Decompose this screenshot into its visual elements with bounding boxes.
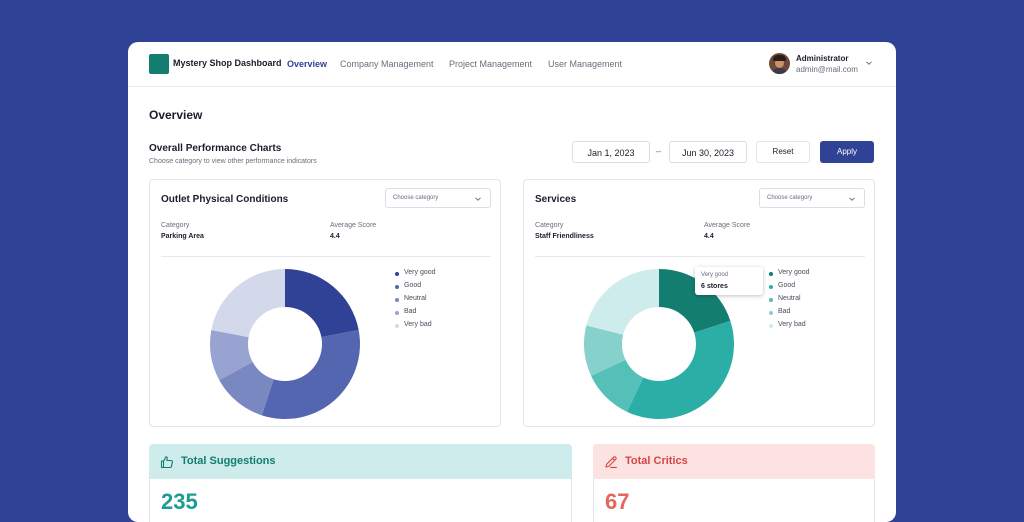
total-suggestions-header: Total Suggestions bbox=[149, 444, 572, 479]
legend-label: Very bad bbox=[778, 321, 806, 328]
donut-slice-good[interactable] bbox=[261, 329, 360, 419]
average-score-value: 4.4 bbox=[704, 233, 714, 240]
legend-swatch bbox=[395, 285, 399, 289]
top-navigation-bar: Mystery Shop Dashboard Overview Company … bbox=[128, 42, 896, 87]
nav-project-management[interactable]: Project Management bbox=[449, 59, 533, 69]
chevron-down-icon[interactable] bbox=[865, 59, 873, 67]
legend-swatch bbox=[769, 298, 773, 302]
user-name: Administrator bbox=[796, 54, 849, 63]
category-select[interactable]: Choose category bbox=[759, 188, 865, 208]
average-score-label: Average Score bbox=[704, 222, 751, 229]
reset-button[interactable]: Reset bbox=[756, 141, 810, 163]
legend-label: Very bad bbox=[404, 321, 432, 328]
stat-title: Total Critics bbox=[625, 455, 688, 467]
category-label: Category bbox=[161, 222, 190, 229]
chart-tooltip: Very good 6 stores bbox=[695, 267, 763, 295]
total-suggestions-body: 235 bbox=[149, 479, 572, 522]
donut-slice-bad[interactable] bbox=[584, 325, 626, 376]
stat-value: 235 bbox=[161, 489, 198, 514]
total-critics-body: 67 bbox=[593, 479, 875, 522]
chevron-down-icon bbox=[849, 197, 855, 201]
stat-title: Total Suggestions bbox=[181, 455, 276, 467]
user-avatar[interactable] bbox=[769, 53, 790, 74]
donut-chart[interactable] bbox=[584, 269, 734, 419]
legend-swatch bbox=[769, 285, 773, 289]
user-email: admin@mail.com bbox=[796, 65, 858, 74]
donut-slice-neutral[interactable] bbox=[219, 361, 274, 416]
start-date-input[interactable]: Jan 1, 2023 bbox=[572, 141, 650, 163]
section-subtitle: Choose category to view other performanc… bbox=[149, 158, 317, 165]
category-label: Category bbox=[535, 222, 564, 229]
chevron-down-icon bbox=[475, 197, 481, 201]
legend-label: Good bbox=[404, 282, 422, 289]
legend-swatch bbox=[769, 324, 773, 328]
legend-label: Bad bbox=[404, 308, 417, 315]
legend-label: Bad bbox=[778, 308, 791, 315]
nav-overview[interactable]: Overview bbox=[287, 59, 328, 69]
donut-slice-bad[interactable] bbox=[210, 329, 253, 381]
nav-company-management[interactable]: Company Management bbox=[340, 59, 434, 69]
thumbs-up-icon bbox=[160, 456, 173, 469]
donut-slice-good[interactable] bbox=[627, 320, 734, 419]
services-card: Services Choose category Category Staff … bbox=[523, 179, 875, 427]
end-date-input[interactable]: Jun 30, 2023 bbox=[669, 141, 747, 163]
nav-user-management[interactable]: User Management bbox=[548, 59, 623, 69]
date-range-separator: – bbox=[656, 146, 662, 156]
total-critics-header: Total Critics bbox=[593, 444, 875, 479]
category-value: Staff Friendliness bbox=[535, 233, 594, 240]
stat-value: 67 bbox=[605, 489, 630, 514]
average-score-label: Average Score bbox=[330, 222, 377, 229]
legend-swatch bbox=[395, 272, 399, 276]
category-value: Parking Area bbox=[161, 233, 204, 240]
divider bbox=[535, 256, 865, 257]
legend-label: Very good bbox=[778, 269, 810, 276]
donut-slice-very-bad[interactable] bbox=[211, 269, 285, 338]
average-score-value: 4.4 bbox=[330, 233, 340, 240]
divider bbox=[161, 256, 491, 257]
app-name: Mystery Shop Dashboard bbox=[173, 58, 282, 68]
tooltip-value: 6 stores bbox=[701, 283, 728, 290]
legend-swatch bbox=[395, 324, 399, 328]
pencil-icon bbox=[605, 456, 617, 468]
page-title: Overview bbox=[149, 108, 203, 122]
donut-chart[interactable] bbox=[210, 269, 360, 419]
category-select-placeholder: Choose category bbox=[393, 195, 439, 201]
card-title: Outlet Physical Conditions bbox=[161, 194, 289, 205]
tooltip-label: Very good bbox=[701, 272, 729, 278]
legend-label: Very good bbox=[404, 269, 436, 276]
dashboard-window: Mystery Shop Dashboard Overview Company … bbox=[128, 42, 896, 522]
donut-slice-very-good[interactable] bbox=[659, 269, 731, 333]
legend-swatch bbox=[769, 311, 773, 315]
donut-slice-neutral[interactable] bbox=[591, 359, 644, 412]
legend-label: Good bbox=[778, 282, 796, 289]
legend-label: Neutral bbox=[404, 295, 427, 302]
legend-swatch bbox=[769, 272, 773, 276]
apply-button[interactable]: Apply bbox=[820, 141, 874, 163]
legend-swatch bbox=[395, 311, 399, 315]
legend-label: Neutral bbox=[778, 295, 801, 302]
legend-swatch bbox=[395, 298, 399, 302]
donut-slice-very-bad[interactable] bbox=[586, 269, 659, 335]
category-select-placeholder: Choose category bbox=[767, 195, 813, 201]
outlet-conditions-card: Outlet Physical Conditions Choose catego… bbox=[149, 179, 501, 427]
card-title: Services bbox=[535, 194, 577, 205]
app-logo[interactable] bbox=[149, 54, 169, 74]
category-select[interactable]: Choose category bbox=[385, 188, 491, 208]
donut-slice-very-good[interactable] bbox=[285, 269, 359, 338]
section-title: Overall Performance Charts bbox=[149, 143, 282, 154]
